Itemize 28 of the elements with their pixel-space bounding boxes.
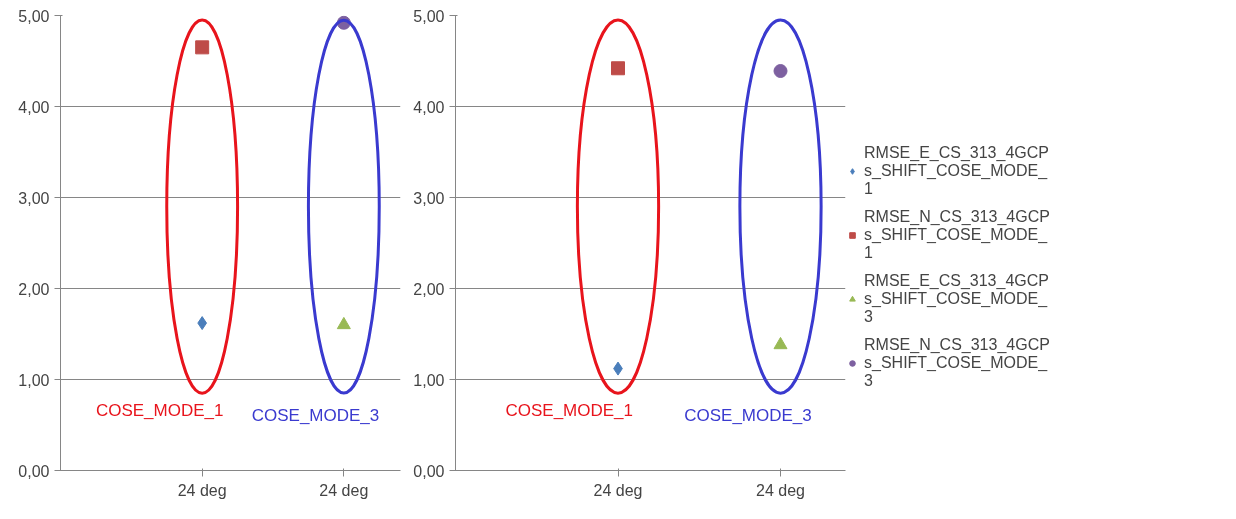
y-tick-label: 5,00 [18, 7, 50, 25]
y-tick-label: 5,00 [413, 7, 445, 25]
y-tick-label: 2,00 [413, 280, 445, 298]
y-tick-label: 0,00 [413, 462, 445, 480]
y-tick-label: 0,00 [18, 462, 50, 480]
y-tick-label: 4,00 [413, 98, 445, 116]
point [195, 40, 210, 55]
annotation: COSE_MODE_3 [684, 406, 812, 425]
x-tick-label: 24 deg [319, 481, 369, 499]
legend-label: RMSE_E_CS_313_4GCPs_SHIFT_COSE_MODE_3 [864, 272, 1049, 326]
y-tick-label: 2,00 [18, 280, 50, 298]
annotation: COSE_MODE_1 [95, 401, 224, 421]
x-tick-label: 24 deg [177, 481, 227, 499]
annotation: COSE_MODE_1 [505, 401, 634, 421]
legend-label: RMSE_N_CS_313_4GCPs_SHIFT_COSE_MODE_1 [864, 208, 1050, 262]
x-tick-label: 24 deg [593, 481, 643, 499]
point [773, 64, 788, 78]
point [773, 336, 788, 350]
x-tick-label: 24 deg [756, 481, 805, 499]
y-tick-label: 4,00 [18, 98, 50, 116]
annotation: COSE_MODE_3 [251, 406, 380, 425]
point [611, 61, 625, 76]
legend-label: RMSE_E_CS_313_4GCPs_SHIFT_COSE_MODE_1 [864, 144, 1049, 198]
y-tick-label: 3,00 [18, 189, 50, 207]
y-tick-label: 1,00 [413, 371, 445, 389]
legend-label: RMSE_N_CS_313_4GCPs_SHIFT_COSE_MODE_3 [864, 336, 1050, 390]
y-tick-label: 3,00 [413, 189, 445, 207]
y-tick-label: 1,00 [18, 371, 50, 389]
